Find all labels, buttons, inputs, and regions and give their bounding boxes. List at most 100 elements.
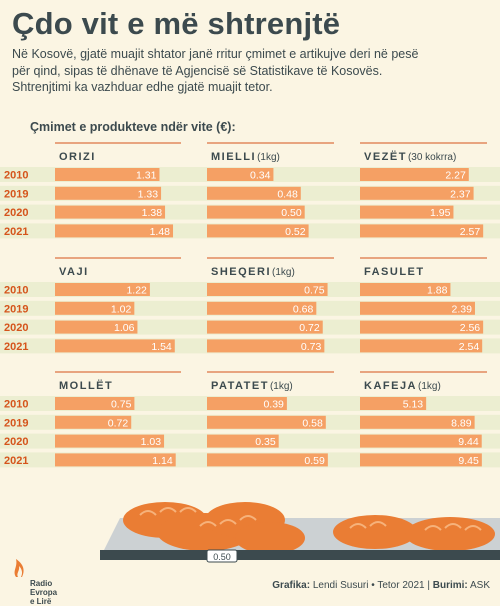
logo-text: Radio Evropa e Lirë: [30, 579, 80, 606]
panel-title: VEZËT(30 kokrra): [364, 150, 456, 163]
price-tag: [206, 549, 238, 563]
year-tick-label: 2021: [4, 226, 28, 238]
small-multiples-chart: 2010 2019 2020 2021 ORIZI 1.31 1.33 1.38 1.48 MIE…: [0, 140, 500, 470]
bar: [207, 224, 309, 238]
bar-value-label: 1.03: [141, 436, 162, 448]
bar-value-label: 5.13: [403, 399, 424, 411]
panel-title: FASULET: [364, 266, 425, 278]
bar: [55, 168, 160, 181]
bar-value-label: 2.54: [459, 341, 480, 353]
bar: [55, 453, 176, 467]
bar: [207, 301, 317, 315]
bar: [360, 224, 484, 238]
bar-value-label: 1.02: [111, 303, 132, 315]
panel-title: ORIZI: [59, 151, 96, 163]
shelf-edge: [100, 550, 500, 560]
credit-label: Grafika:: [272, 580, 311, 591]
bar: [207, 415, 326, 429]
bread-icon: [333, 515, 417, 549]
price-tag-text: 0.50: [213, 552, 231, 562]
bar: [360, 283, 451, 296]
bar-value-label: 2.27: [445, 170, 466, 182]
year-tick-label: 2020: [4, 207, 28, 219]
panel-title: PATATET(1kg): [211, 380, 293, 392]
bar-value-label: 1.14: [152, 455, 173, 467]
logo-line: e Lirë: [30, 597, 52, 606]
year-tick-label: 2019: [4, 188, 28, 200]
bar-value-label: 0.75: [111, 399, 132, 411]
bar: [360, 168, 469, 181]
bar: [55, 224, 174, 238]
bar-value-label: 2.56: [460, 322, 481, 334]
bar: [207, 453, 328, 467]
bar: [207, 186, 301, 200]
bar: [360, 434, 482, 448]
panel-unit: (1kg): [418, 381, 441, 392]
year-tick-label: 2019: [4, 417, 28, 429]
bar-value-label: 0.68: [293, 303, 314, 315]
bar: [55, 320, 138, 334]
bar: [207, 320, 323, 334]
bar: [55, 434, 165, 448]
chart-subtitle: Çmimet e produkteve ndër vite (€):: [30, 120, 236, 134]
panel-title: VAJI: [59, 266, 89, 278]
bread-icon: [235, 522, 305, 554]
year-tick-label: 2020: [4, 322, 28, 334]
page-title: Çdo vit e më shtrenjtë: [12, 6, 341, 41]
bar-value-label: 8.89: [451, 417, 472, 429]
year-tick-label: 2010: [4, 285, 28, 297]
credit-separator: |: [424, 580, 433, 591]
panel-title: KAFEJA(1kg): [364, 380, 441, 392]
bar-value-label: 0.34: [250, 170, 271, 182]
bar: [207, 339, 325, 353]
bar: [360, 415, 475, 429]
bread-score: [139, 507, 257, 527]
rferl-logo: [10, 555, 30, 584]
bar: [207, 205, 305, 219]
bar-value-label: 0.73: [301, 341, 322, 353]
chart-svg: 2010 2019 2020 2021 ORIZI 1.31 1.33 1.38 1.48 MIE…: [0, 142, 500, 468]
panel-unit: (1kg): [257, 152, 280, 163]
bar-value-label: 2.39: [452, 303, 473, 315]
bar-value-label: 0.39: [263, 399, 284, 411]
bar-value-label: 0.58: [302, 417, 323, 429]
bar-value-label: 1.88: [427, 285, 448, 297]
intro-line: Në Kosovë, gjatë muajit shtator janë rri…: [12, 47, 419, 61]
bar-value-label: 2.37: [450, 188, 471, 200]
panel-title: MIELLI(1kg): [211, 151, 280, 163]
bar-value-label: 0.59: [304, 455, 325, 467]
bar: [360, 186, 474, 200]
bar: [55, 301, 135, 315]
credit-line: Grafika: Lendi Susuri • Tetor 2021 | Bur…: [272, 580, 490, 591]
bar-value-label: 0.48: [277, 188, 298, 200]
bar-value-label: 0.72: [299, 322, 320, 334]
year-tick-label: 2021: [4, 341, 28, 353]
bar-value-label: 1.48: [150, 226, 171, 238]
year-tick-label: 2020: [4, 436, 28, 448]
bar-value-label: 1.38: [142, 207, 163, 219]
bar: [360, 205, 454, 219]
bar-value-label: 2.57: [460, 226, 481, 238]
bread-shelf-illustration: 0.50: [0, 490, 500, 585]
year-tick-label: 2010: [4, 399, 28, 411]
bar: [207, 283, 328, 296]
bar: [55, 186, 162, 200]
bar: [207, 168, 274, 181]
bar: [360, 339, 483, 353]
rferl-flame-icon: [14, 559, 24, 577]
year-tick-label: 2019: [4, 303, 28, 315]
bread-score: [349, 521, 482, 531]
panel-unit: (1kg): [270, 381, 293, 392]
credit-value: Lendi Susuri • Tetor 2021: [312, 580, 425, 591]
bar-value-label: 1.95: [430, 207, 451, 219]
bar: [207, 397, 287, 410]
intro-line: për qind, sipas të dhënave të Agjencisë …: [12, 63, 383, 78]
bread-icon: [405, 517, 495, 551]
year-tick-label: 2010: [4, 170, 28, 182]
bar: [55, 205, 166, 219]
credit-value: ASK: [469, 580, 490, 591]
bar: [360, 453, 482, 467]
year-tick-label: 2021: [4, 455, 28, 467]
bar-value-label: 0.72: [108, 417, 129, 429]
bar-value-label: 1.06: [114, 322, 135, 334]
